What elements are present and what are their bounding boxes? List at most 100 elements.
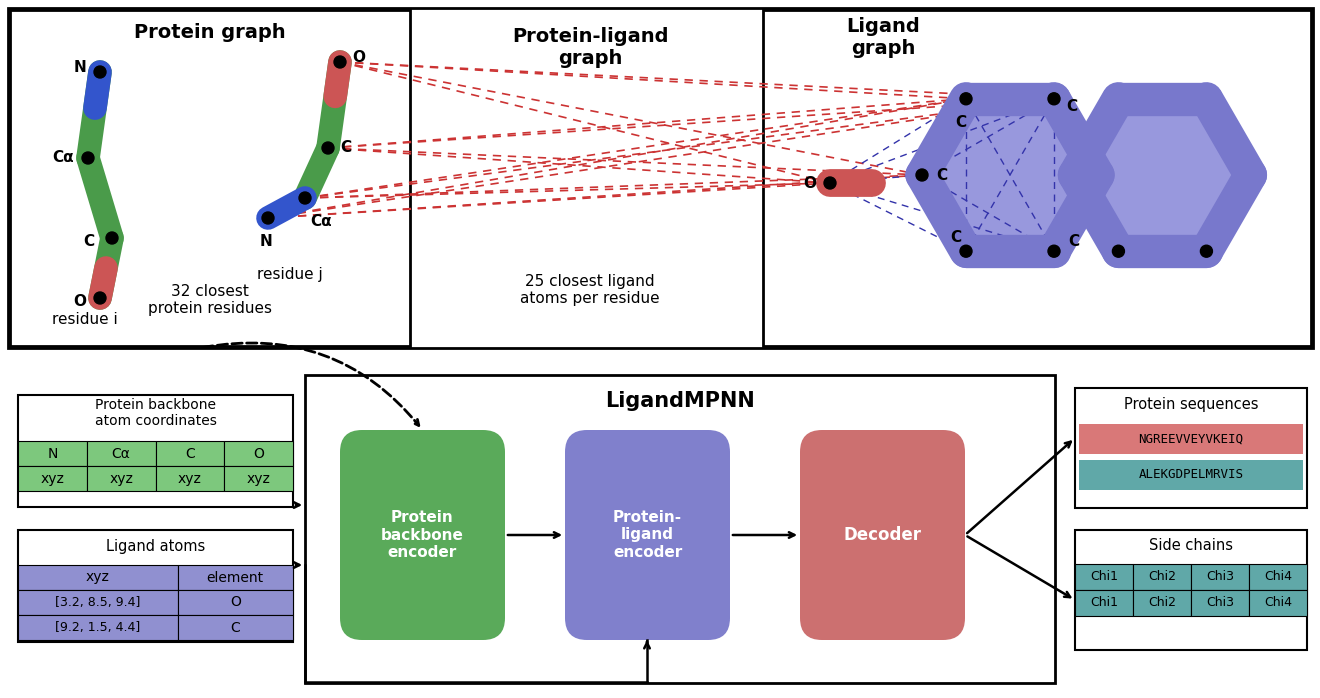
Bar <box>11 10 411 346</box>
Bar <box>1191 564 1249 590</box>
Bar <box>177 565 293 590</box>
Text: Chi4: Chi4 <box>1265 570 1292 584</box>
Bar <box>1133 564 1191 590</box>
Text: Protein-ligand
graph: Protein-ligand graph <box>512 27 668 68</box>
Circle shape <box>1113 245 1125 257</box>
Text: [9.2, 1.5, 4.4]: [9.2, 1.5, 4.4] <box>55 621 140 634</box>
Text: C: C <box>956 114 966 130</box>
Circle shape <box>1200 245 1213 257</box>
Text: Chi4: Chi4 <box>1265 597 1292 609</box>
Bar <box>763 10 1311 346</box>
Text: Protein graph: Protein graph <box>135 22 286 41</box>
FancyBboxPatch shape <box>565 430 730 640</box>
Text: 32 closest
protein residues: 32 closest protein residues <box>148 284 272 316</box>
Text: xyz: xyz <box>41 472 65 486</box>
Bar <box>87 441 156 466</box>
Text: C: C <box>83 235 94 249</box>
Text: O: O <box>253 447 264 461</box>
Text: N: N <box>73 61 86 75</box>
Bar <box>18 395 293 507</box>
Text: C: C <box>1068 234 1080 248</box>
FancyBboxPatch shape <box>800 430 965 640</box>
Text: Protein
backbone
encoder: Protein backbone encoder <box>381 510 463 560</box>
Bar <box>156 466 224 491</box>
Text: Protein sequences: Protein sequences <box>1123 396 1258 412</box>
Bar <box>1249 564 1307 590</box>
Text: Ligand
graph: Ligand graph <box>846 17 920 59</box>
Text: Protein-
ligand
encoder: Protein- ligand encoder <box>612 510 682 560</box>
Text: residue i: residue i <box>51 313 117 327</box>
Bar <box>1074 388 1307 508</box>
Circle shape <box>261 212 275 224</box>
Circle shape <box>916 169 928 181</box>
Bar <box>18 530 293 642</box>
Text: O: O <box>230 595 240 609</box>
Bar <box>1078 424 1303 454</box>
Bar <box>177 615 293 640</box>
Bar <box>18 615 177 640</box>
Bar <box>18 441 87 466</box>
Polygon shape <box>1074 99 1250 251</box>
Text: Cα: Cα <box>53 151 74 165</box>
Text: Cα: Cα <box>112 447 131 461</box>
Text: Chi3: Chi3 <box>1206 597 1234 609</box>
Text: O: O <box>803 175 816 191</box>
Circle shape <box>960 245 972 257</box>
Text: Chi3: Chi3 <box>1206 570 1234 584</box>
Text: C: C <box>936 168 948 182</box>
Text: xyz: xyz <box>247 472 271 486</box>
Text: LigandMPNN: LigandMPNN <box>605 391 755 411</box>
Text: Chi2: Chi2 <box>1148 570 1176 584</box>
Text: ALEKGDPELMRVIS: ALEKGDPELMRVIS <box>1138 468 1243 482</box>
Text: Side chains: Side chains <box>1148 538 1233 554</box>
Text: Chi1: Chi1 <box>1090 570 1118 584</box>
Circle shape <box>322 142 334 154</box>
Text: N: N <box>260 234 272 249</box>
Text: Protein backbone
atom coordinates: Protein backbone atom coordinates <box>95 398 216 428</box>
Text: C: C <box>1067 99 1077 114</box>
Bar <box>224 466 293 491</box>
Circle shape <box>960 93 972 105</box>
Bar <box>156 441 224 466</box>
Text: C: C <box>185 447 195 461</box>
FancyBboxPatch shape <box>341 430 506 640</box>
Circle shape <box>94 292 106 304</box>
Circle shape <box>82 152 94 164</box>
Circle shape <box>824 177 836 189</box>
Text: xyz: xyz <box>110 472 133 486</box>
Text: O: O <box>352 50 366 66</box>
Text: Ligand atoms: Ligand atoms <box>106 538 205 554</box>
Text: N: N <box>48 447 58 461</box>
Text: NGREEVVEYVKEIQ: NGREEVVEYVKEIQ <box>1138 433 1243 445</box>
Bar <box>1249 590 1307 616</box>
Text: C: C <box>341 140 351 156</box>
Bar <box>18 466 87 491</box>
Circle shape <box>334 56 346 68</box>
Circle shape <box>106 232 117 244</box>
Text: 25 closest ligand
atoms per residue: 25 closest ligand atoms per residue <box>520 274 660 306</box>
Bar <box>8 8 1313 348</box>
Text: Chi1: Chi1 <box>1090 597 1118 609</box>
Circle shape <box>300 192 312 204</box>
Bar <box>1133 590 1191 616</box>
Bar <box>1074 564 1133 590</box>
Text: Decoder: Decoder <box>843 526 921 544</box>
Text: residue j: residue j <box>257 267 323 281</box>
Text: O: O <box>73 295 86 309</box>
Bar <box>1078 460 1303 490</box>
Bar <box>87 466 156 491</box>
Circle shape <box>1048 93 1060 105</box>
Text: C: C <box>231 621 240 634</box>
Bar <box>1191 590 1249 616</box>
Text: [3.2, 8.5, 9.4]: [3.2, 8.5, 9.4] <box>55 596 140 609</box>
Text: xyz: xyz <box>178 472 202 486</box>
Bar <box>1074 530 1307 650</box>
Bar <box>18 565 177 590</box>
Bar <box>1074 590 1133 616</box>
Bar <box>224 441 293 466</box>
Circle shape <box>1048 245 1060 257</box>
Polygon shape <box>921 99 1098 251</box>
Bar <box>18 590 177 615</box>
Circle shape <box>94 66 106 78</box>
Text: Chi2: Chi2 <box>1148 597 1176 609</box>
